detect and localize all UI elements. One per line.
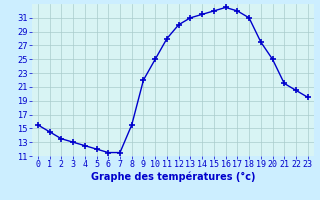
X-axis label: Graphe des températures (°c): Graphe des températures (°c) <box>91 172 255 182</box>
